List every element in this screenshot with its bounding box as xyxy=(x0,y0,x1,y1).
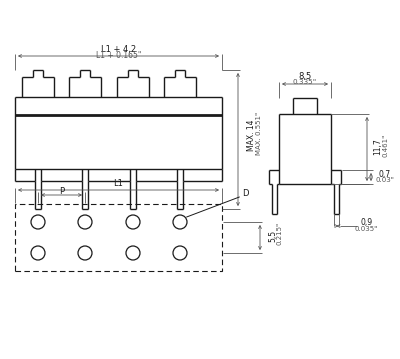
Text: P: P xyxy=(59,186,64,196)
Text: MAX. 0.551": MAX. 0.551" xyxy=(256,112,262,155)
Text: 0,7: 0,7 xyxy=(379,169,391,178)
Text: L1 + 4,2: L1 + 4,2 xyxy=(101,45,136,54)
Text: D: D xyxy=(242,190,248,199)
Text: 11,7: 11,7 xyxy=(374,139,382,155)
Text: 0.461": 0.461" xyxy=(382,134,388,157)
Text: 0.03": 0.03" xyxy=(376,177,394,183)
Text: 8,5: 8,5 xyxy=(298,73,312,81)
Text: 0.215": 0.215" xyxy=(277,222,283,245)
Text: L1: L1 xyxy=(114,180,124,188)
Text: 0.335": 0.335" xyxy=(293,79,317,85)
Text: MAX. 14: MAX. 14 xyxy=(246,120,256,151)
Text: L1 + 0.165": L1 + 0.165" xyxy=(96,51,141,60)
Bar xyxy=(15,204,222,271)
Text: 0,9: 0,9 xyxy=(360,219,372,228)
Text: 0.035": 0.035" xyxy=(355,226,378,232)
Text: 5,5: 5,5 xyxy=(268,229,278,242)
